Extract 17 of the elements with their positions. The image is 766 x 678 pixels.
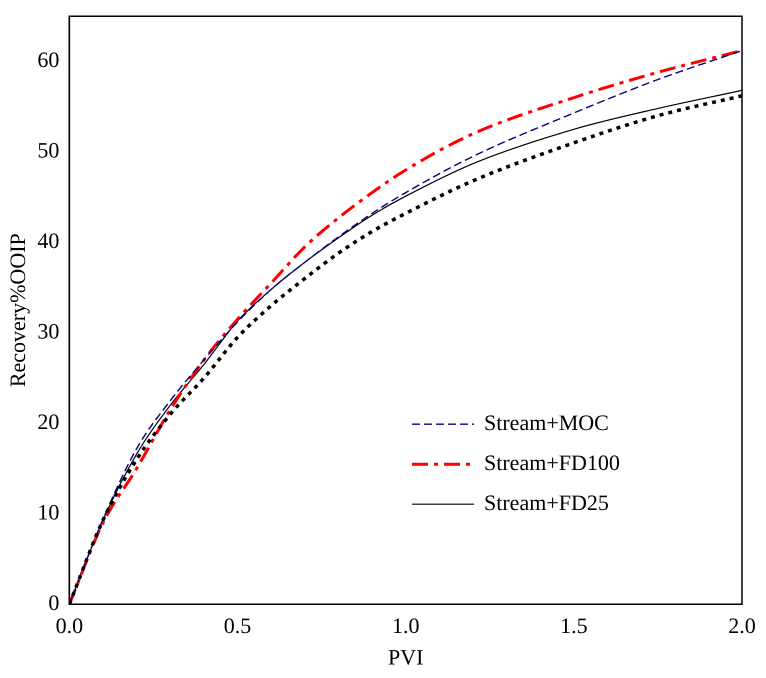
x-tick-label: 1.0	[392, 613, 420, 638]
y-tick-label: 30	[37, 318, 60, 344]
x-tick-label: 1.5	[560, 613, 588, 638]
x-axis-title: PVI	[388, 644, 424, 670]
y-tick-label: 50	[37, 138, 60, 163]
y-tick-label: 10	[37, 500, 60, 525]
x-tick-label: 2.0	[728, 613, 756, 638]
legend-label: Stream+MOC	[484, 410, 609, 435]
y-axis-title: Recovery%OOIP	[4, 233, 30, 388]
y-tick-label: 60	[37, 47, 60, 72]
x-tick-label: 0.0	[56, 613, 84, 638]
legend-label: Stream+FD25	[484, 490, 609, 515]
y-tick-label: 40	[37, 228, 60, 254]
y-tick-label: 0	[48, 590, 60, 615]
y-tick-label: 20	[37, 409, 60, 434]
legend-label: Stream+FD100	[484, 450, 620, 475]
x-tick-label: 0.5	[224, 613, 252, 638]
